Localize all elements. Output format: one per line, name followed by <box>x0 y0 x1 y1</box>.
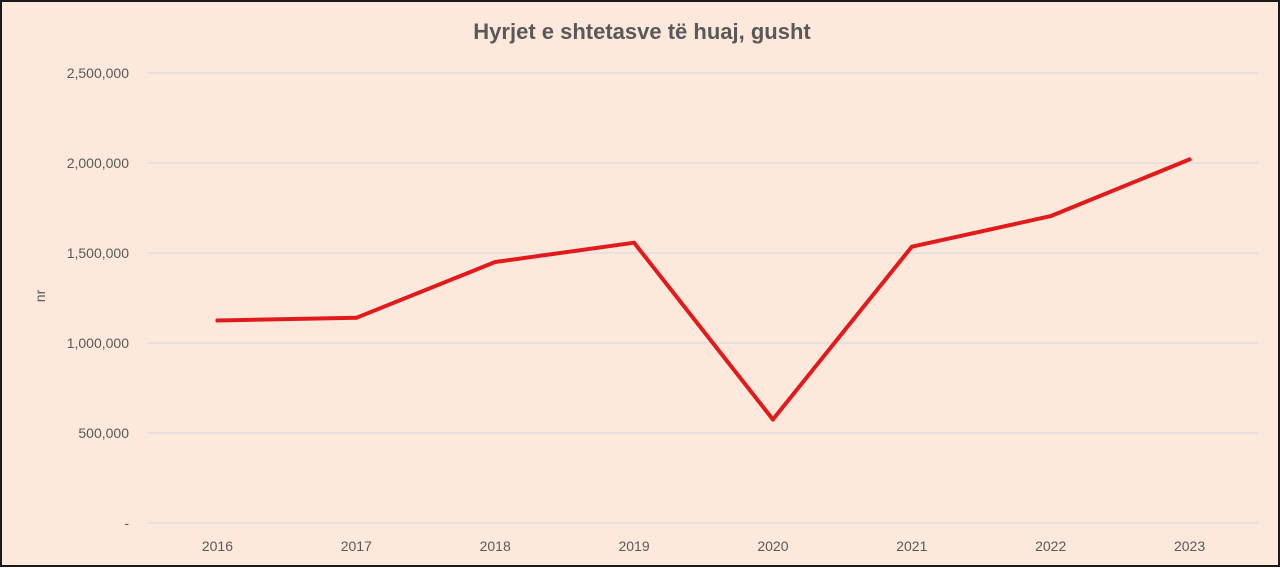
data-point <box>354 315 359 320</box>
y-tick-label: 2,000,000 <box>67 155 129 171</box>
x-tick-label: 2022 <box>1035 538 1066 554</box>
data-point <box>1048 214 1053 219</box>
x-tick-label: 2023 <box>1174 538 1205 554</box>
x-tick-label: 2017 <box>341 538 372 554</box>
data-point <box>770 417 775 422</box>
series-lines <box>215 157 1192 422</box>
x-tick-label: 2016 <box>202 538 233 554</box>
data-point <box>909 244 914 249</box>
y-axis-title: nr <box>32 289 48 302</box>
data-point <box>632 240 637 245</box>
grid-lines <box>148 72 1259 524</box>
y-tick-labels: - 500,000 1,000,000 1,500,000 2,000,000 2,500… <box>67 65 130 531</box>
x-tick-label: 2021 <box>896 538 927 554</box>
y-tick-label: 1,000,000 <box>67 335 129 351</box>
x-tick-label: 2019 <box>618 538 649 554</box>
data-point <box>1187 157 1192 162</box>
y-tick-label: 2,500,000 <box>67 65 129 81</box>
x-tick-label: 2020 <box>757 538 788 554</box>
x-tick-label: 2018 <box>480 538 511 554</box>
x-tick-labels: 2016 2017 2018 2019 2020 2021 2022 2023 <box>202 538 1205 554</box>
series-line <box>215 157 1192 422</box>
chart-title: Hyrjet e shtetasve të huaj, gusht <box>473 19 811 44</box>
y-tick-label: 1,500,000 <box>67 245 129 261</box>
data-point <box>493 260 498 264</box>
data-point <box>215 318 220 323</box>
y-tick-label: - <box>124 515 129 531</box>
y-tick-label: 500,000 <box>78 425 129 441</box>
